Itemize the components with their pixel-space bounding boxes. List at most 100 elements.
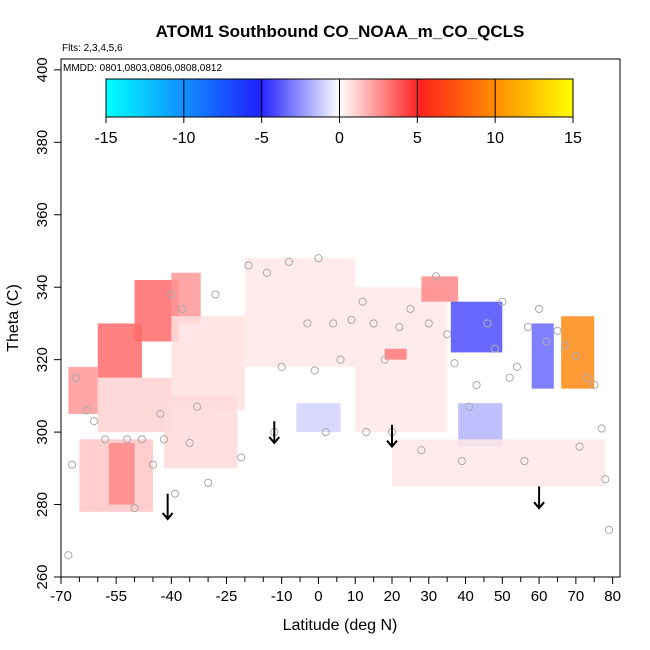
field-cell — [171, 272, 201, 324]
sample-point — [523, 322, 533, 332]
sample-point — [277, 362, 286, 372]
sample-point — [406, 304, 415, 314]
x-tick-label: 20 — [384, 588, 401, 605]
annotation-arrowhead — [161, 512, 174, 521]
x-tick-label: 60 — [531, 588, 548, 605]
y-tick-label: 280 — [34, 492, 51, 517]
sample-point — [89, 417, 99, 426]
field-cell — [421, 276, 459, 302]
colorbar-tick-label: -10 — [172, 130, 195, 147]
sample-point — [432, 272, 441, 281]
annotation-arrowhead — [533, 501, 545, 510]
sample-point — [244, 261, 253, 270]
colorbar-tick-label: 15 — [564, 130, 582, 147]
sample-point — [329, 319, 338, 328]
y-axis: 260 280 300 320 340 360 380 400 — [34, 57, 61, 590]
y-tick-label: 360 — [34, 202, 51, 227]
sample-point — [575, 442, 584, 451]
x-tick-label: -10 — [271, 588, 293, 605]
sample-point — [284, 257, 294, 266]
flights-note: Flts: 2,3,4,5,6 — [62, 43, 123, 54]
sample-point — [303, 319, 312, 328]
x-tick-label: -55 — [105, 588, 127, 605]
sample-point — [347, 315, 356, 324]
field-cell — [68, 366, 98, 414]
chart-title: ATOM1 Southbound CO_NOAA_m_CO_QCLS — [156, 22, 525, 41]
field-cell — [391, 439, 606, 487]
sample-point — [443, 330, 452, 339]
colorbar: -15 -10 -5 0 5 10 15 — [94, 78, 582, 147]
colorbar-tick-label: -5 — [255, 130, 269, 147]
sample-point — [424, 319, 433, 328]
sample-point — [571, 351, 580, 361]
sample-point — [560, 341, 569, 350]
x-tick-label: -70 — [50, 588, 72, 605]
x-tick-label: 70 — [568, 588, 585, 605]
sample-point — [542, 337, 551, 346]
sample-point — [67, 460, 77, 469]
x-tick-label: 50 — [494, 588, 511, 605]
field-cell — [97, 377, 172, 433]
x-axis: -70 -55 -40 -25 -10 0 10 20 30 40 50 60 70 80 — [50, 577, 621, 605]
x-tick-label: 0 — [314, 588, 322, 605]
sample-point — [101, 435, 110, 444]
y-tick-label: 340 — [34, 275, 51, 300]
sample-point — [380, 355, 389, 364]
x-axis-label: Latitude (deg N) — [283, 617, 398, 634]
sample-point — [520, 456, 529, 466]
sample-point — [159, 435, 169, 444]
field-cell — [296, 403, 341, 433]
x-tick-label: 40 — [457, 588, 474, 605]
colorbar-tick-label: 10 — [486, 130, 504, 147]
field-cell — [244, 258, 356, 367]
heatmap-field — [68, 258, 606, 512]
sample-point — [395, 322, 404, 332]
sample-point — [185, 438, 194, 448]
sample-point — [553, 326, 562, 335]
sample-point — [590, 380, 599, 390]
field-cell — [531, 323, 554, 389]
sample-point — [450, 359, 459, 368]
sample-point — [597, 424, 606, 433]
colorbar-tick-label: 0 — [335, 130, 344, 147]
field-cell — [171, 316, 245, 411]
sample-point — [417, 446, 426, 455]
x-tick-label: -25 — [216, 588, 238, 605]
annotation-arrowhead — [268, 436, 281, 445]
sample-points — [64, 254, 614, 560]
sample-point — [369, 319, 378, 328]
sample-point — [490, 344, 500, 353]
sample-point — [472, 380, 481, 390]
sample-point — [321, 428, 330, 437]
field-cell — [450, 301, 503, 353]
plot-frame — [60, 58, 621, 578]
sample-point — [178, 304, 187, 314]
sample-point — [204, 478, 213, 487]
sample-point — [170, 489, 180, 498]
sample-point — [123, 435, 132, 444]
sample-point — [314, 254, 323, 263]
sample-point — [604, 525, 614, 535]
sample-point — [582, 373, 592, 382]
sample-point — [483, 319, 492, 328]
sample-point — [498, 297, 507, 306]
sample-point — [362, 428, 371, 437]
sample-point — [211, 290, 220, 299]
sample-point — [130, 504, 139, 513]
y-tick-label: 260 — [34, 564, 51, 589]
field-cell — [108, 442, 135, 505]
sample-point — [336, 355, 345, 364]
sample-point — [512, 362, 522, 372]
colorbar-tick-label: 5 — [413, 130, 422, 147]
sample-point — [64, 551, 73, 560]
y-axis-label: Theta (C) — [5, 284, 22, 352]
sample-point — [167, 290, 176, 299]
sample-point — [82, 406, 91, 415]
sample-point — [137, 435, 147, 444]
sample-point — [71, 373, 80, 382]
sample-point — [457, 456, 466, 466]
x-tick-label: -40 — [160, 588, 182, 605]
sample-point — [534, 304, 544, 314]
sample-point — [601, 475, 610, 484]
